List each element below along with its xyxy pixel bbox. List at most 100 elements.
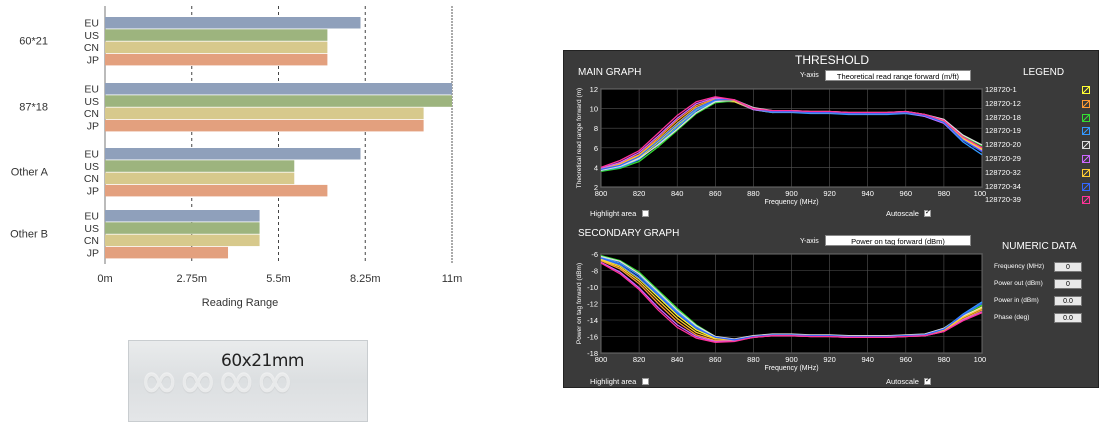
reading-range-chart: EUUSCNJP60*21EUUSCNJP87*18EUUSCNJPOther … <box>10 6 463 309</box>
x-tick-label: 900 <box>785 189 798 198</box>
bar-label: US <box>84 223 99 235</box>
secondary-y-axis-select[interactable]: Power on tag forward (dBm) <box>825 235 971 246</box>
main-y-axis-label: Y-axis <box>800 72 819 79</box>
main-highlight-area-label: Highlight area <box>590 209 637 218</box>
bar <box>105 148 361 160</box>
main-y-axis-select[interactable]: Theoretical read range forward (m/ft) <box>825 70 971 81</box>
legend-swatch[interactable] <box>1082 86 1090 94</box>
x-tick-label: 840 <box>671 189 684 198</box>
x-tick-label: 820 <box>633 189 646 198</box>
y-tick-label: 8 <box>594 124 598 133</box>
secondary-autoscale-label: Autoscale <box>886 377 919 386</box>
y-axis-label: Power on tag forward (dBm) <box>576 263 583 344</box>
threshold-panel: THRESHOLD MAIN GRAPH LEGEND Y-axis Theor… <box>563 50 1099 388</box>
legend-item-label: 128720-1 <box>985 85 1017 94</box>
main-autoscale-checkbox[interactable] <box>924 208 931 217</box>
bar-label: US <box>84 161 99 173</box>
legend-swatch[interactable] <box>1082 196 1090 205</box>
x-tick-label: 1000 <box>974 189 986 198</box>
x-tick-label: 900 <box>785 355 798 364</box>
group-label: Other B <box>10 229 48 241</box>
legend-swatch[interactable] <box>1082 155 1090 163</box>
panel-title: THRESHOLD <box>794 53 869 67</box>
numeric-label: Power out (dBm) <box>994 280 1043 287</box>
bar <box>105 17 361 29</box>
y-tick-label: 6 <box>594 144 598 153</box>
bar-label: JP <box>87 185 99 197</box>
series-line <box>600 262 983 343</box>
legend-item-label: 128720-34 <box>985 181 1021 191</box>
x-axis-label: Frequency (MHz) <box>764 199 818 206</box>
main-autoscale-label: Autoscale <box>886 209 919 218</box>
main-highlight-area-checkbox[interactable] <box>642 210 649 217</box>
tick-label: 5.5m <box>266 273 290 285</box>
x-tick-label: 960 <box>900 189 913 198</box>
bar-label: EU <box>84 18 99 30</box>
numeric-data-title: NUMERIC DATA <box>1002 241 1077 252</box>
secondary-autoscale-checkbox[interactable] <box>924 376 931 385</box>
secondary-y-axis-label: Y-axis <box>800 238 819 245</box>
y-tick-label: 4 <box>594 163 598 172</box>
x-tick-label: 920 <box>823 355 836 364</box>
x-tick-label: 940 <box>861 355 874 364</box>
tick-label: 2.75m <box>176 273 207 285</box>
x-tick-label: 800 <box>595 189 608 198</box>
legend-title: LEGEND <box>1023 67 1065 78</box>
y-tick-label: -6 <box>591 250 598 259</box>
bar <box>105 172 295 185</box>
x-tick-label: 880 <box>747 355 760 364</box>
x-tick-label: 960 <box>900 355 913 364</box>
legend-swatch[interactable] <box>1082 99 1090 108</box>
y-tick-label: 12 <box>590 85 598 94</box>
legend-swatch[interactable] <box>1082 113 1090 122</box>
bar-label: US <box>84 96 99 108</box>
secondary-graph: 800 820 840 860 880 900 920 940 960 980 1000 -6 -8 -1… <box>576 250 986 372</box>
bar <box>105 222 260 234</box>
x-tick-label: 920 <box>823 189 836 198</box>
bar-label: JP <box>87 120 99 132</box>
x-tick-label: 1000 <box>974 355 986 364</box>
series-line <box>600 257 983 341</box>
legend-item-label: 128720-19 <box>985 126 1021 136</box>
legend-swatch[interactable] <box>1082 182 1090 191</box>
group-label: 60*21 <box>19 36 48 48</box>
bar <box>105 41 328 54</box>
numeric-label: Phase (deg) <box>994 314 1030 321</box>
legend-item-label: 128720-29 <box>985 154 1021 163</box>
bar-label: EU <box>84 149 99 161</box>
bar-label: CN <box>84 42 99 54</box>
bar-label: JP <box>87 247 99 259</box>
x-tick-label: 860 <box>709 189 722 198</box>
legend-swatch[interactable] <box>1082 141 1090 150</box>
legend-item-label: 128720-39 <box>985 195 1021 205</box>
group-label: Other A <box>11 167 49 179</box>
bar <box>105 160 295 172</box>
x-tick-label: 880 <box>747 189 760 198</box>
y-tick-label: 10 <box>590 105 598 114</box>
tick-label: 11m <box>442 273 463 285</box>
x-tick-label: 980 <box>938 189 951 198</box>
secondary-highlight-area-checkbox[interactable] <box>642 378 649 385</box>
y-tick-label: -16 <box>587 333 598 342</box>
series-line <box>600 96 983 169</box>
main-graph-title: MAIN GRAPH <box>578 67 642 78</box>
numeric-label: Frequency (MHz) <box>994 263 1045 270</box>
series-line <box>600 99 983 171</box>
tag-label: 60x21mm <box>221 351 304 371</box>
legend-swatch[interactable] <box>1082 127 1090 136</box>
y-tick-label: -14 <box>587 316 598 325</box>
bar <box>105 29 328 41</box>
bar-label: EU <box>84 84 99 96</box>
bar-label: EU <box>84 211 99 223</box>
bar <box>105 210 260 222</box>
bar <box>105 234 260 247</box>
numeric-value: 0.0 <box>1054 313 1082 323</box>
legend-swatch[interactable] <box>1082 168 1090 177</box>
y-tick-label: -8 <box>591 267 598 276</box>
tick-label: 0m <box>97 273 112 285</box>
bar <box>105 95 452 107</box>
numeric-label: Power in (dBm) <box>994 297 1039 304</box>
bar <box>105 107 424 120</box>
bar-label: CN <box>84 235 99 247</box>
y-tick-label: -12 <box>587 300 598 309</box>
